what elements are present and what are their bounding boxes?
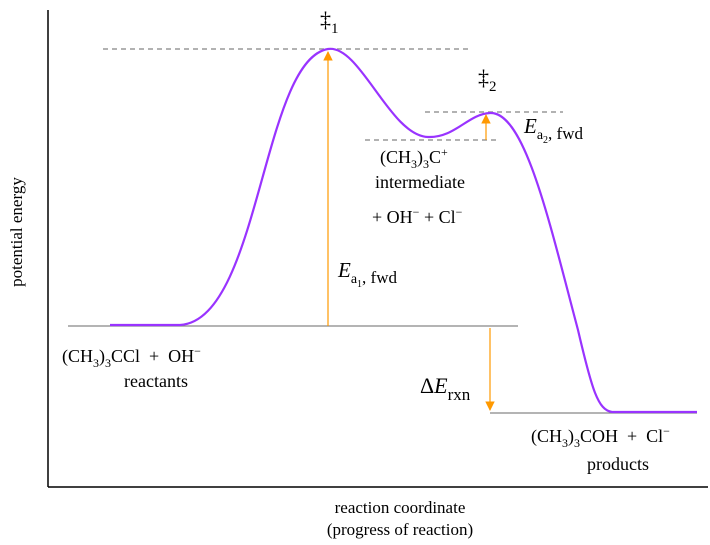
ea2-label: Ea2, fwd — [523, 114, 583, 146]
products-formula: (CH3)3COH + Cl− — [531, 424, 670, 450]
intermediate-formula: (CH3)3C+ — [380, 145, 448, 171]
products-label: products — [587, 454, 649, 474]
y-axis-label: potential energy — [7, 177, 26, 287]
intermediate-extra-ions: + OH− + Cl− — [372, 205, 463, 227]
delta-e-rxn-label: ΔErxn — [420, 373, 471, 404]
reactants-formula: (CH3)3CCl + OH− — [62, 344, 201, 370]
reactants-label: reactants — [124, 371, 188, 391]
x-axis-label-line1: reaction coordinate — [335, 498, 466, 517]
reaction-energy-curve — [110, 47, 697, 414]
ts1-label: ‡1 — [320, 7, 339, 37]
ea1-label: Ea1, fwd — [337, 258, 397, 290]
ts2-label: ‡2 — [478, 65, 497, 95]
intermediate-label: intermediate — [375, 172, 465, 192]
x-axis-label-line2: (progress of reaction) — [327, 520, 473, 539]
